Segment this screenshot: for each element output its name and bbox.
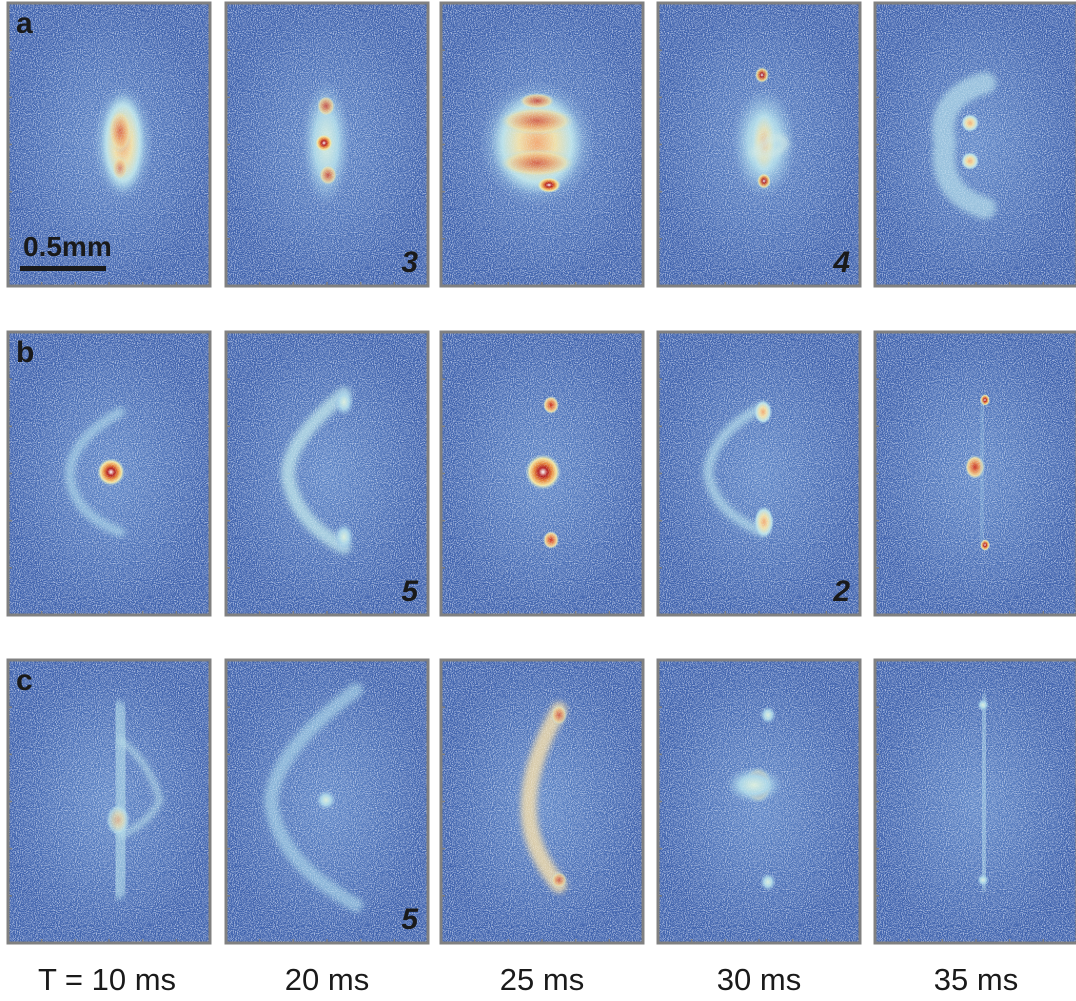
image-panel xyxy=(656,658,862,945)
column-label: T = 10 ms xyxy=(38,962,176,997)
panel-number: 5 xyxy=(401,903,419,936)
image-panel xyxy=(873,1,1076,288)
image-panel xyxy=(439,658,645,945)
panel-noise xyxy=(8,660,210,943)
image-panel xyxy=(6,658,212,945)
panel-noise xyxy=(226,660,428,943)
column-label: 30 ms xyxy=(717,962,801,997)
panel-noise xyxy=(658,3,860,286)
row-label: b xyxy=(16,336,34,369)
panel-noise xyxy=(658,660,860,943)
row-label: a xyxy=(16,7,33,40)
panel-noise xyxy=(226,332,428,615)
panel-noise xyxy=(875,332,1076,615)
panel-noise xyxy=(875,660,1076,943)
image-panel xyxy=(873,330,1076,617)
panel-noise xyxy=(8,3,210,286)
panel-number: 4 xyxy=(832,246,850,279)
panel-noise xyxy=(875,3,1076,286)
panel-noise xyxy=(658,332,860,615)
panel-noise xyxy=(226,3,428,286)
image-panel: 5 xyxy=(224,658,430,945)
scale-bar xyxy=(20,266,106,271)
panel-noise xyxy=(441,332,643,615)
panel-noise xyxy=(8,332,210,615)
image-panel xyxy=(439,1,645,288)
image-panel xyxy=(873,658,1076,945)
panel-noise xyxy=(441,3,643,286)
column-label: 20 ms xyxy=(285,962,369,997)
image-panel xyxy=(6,1,212,288)
panel-noise xyxy=(441,660,643,943)
scale-bar-label: 0.5mm xyxy=(23,231,112,262)
image-panel: 5 xyxy=(224,330,430,617)
image-panel xyxy=(6,330,212,617)
image-panel: 4 xyxy=(656,1,862,288)
column-label: 35 ms xyxy=(934,962,1018,997)
row-label: c xyxy=(16,664,33,697)
column-label: 25 ms xyxy=(500,962,584,997)
image-panel xyxy=(439,330,645,617)
image-panel: 3 xyxy=(224,1,430,288)
panel-number: 2 xyxy=(832,575,850,608)
panel-number: 5 xyxy=(401,575,419,608)
panel-number: 3 xyxy=(401,246,418,279)
image-panel: 2 xyxy=(656,330,862,617)
